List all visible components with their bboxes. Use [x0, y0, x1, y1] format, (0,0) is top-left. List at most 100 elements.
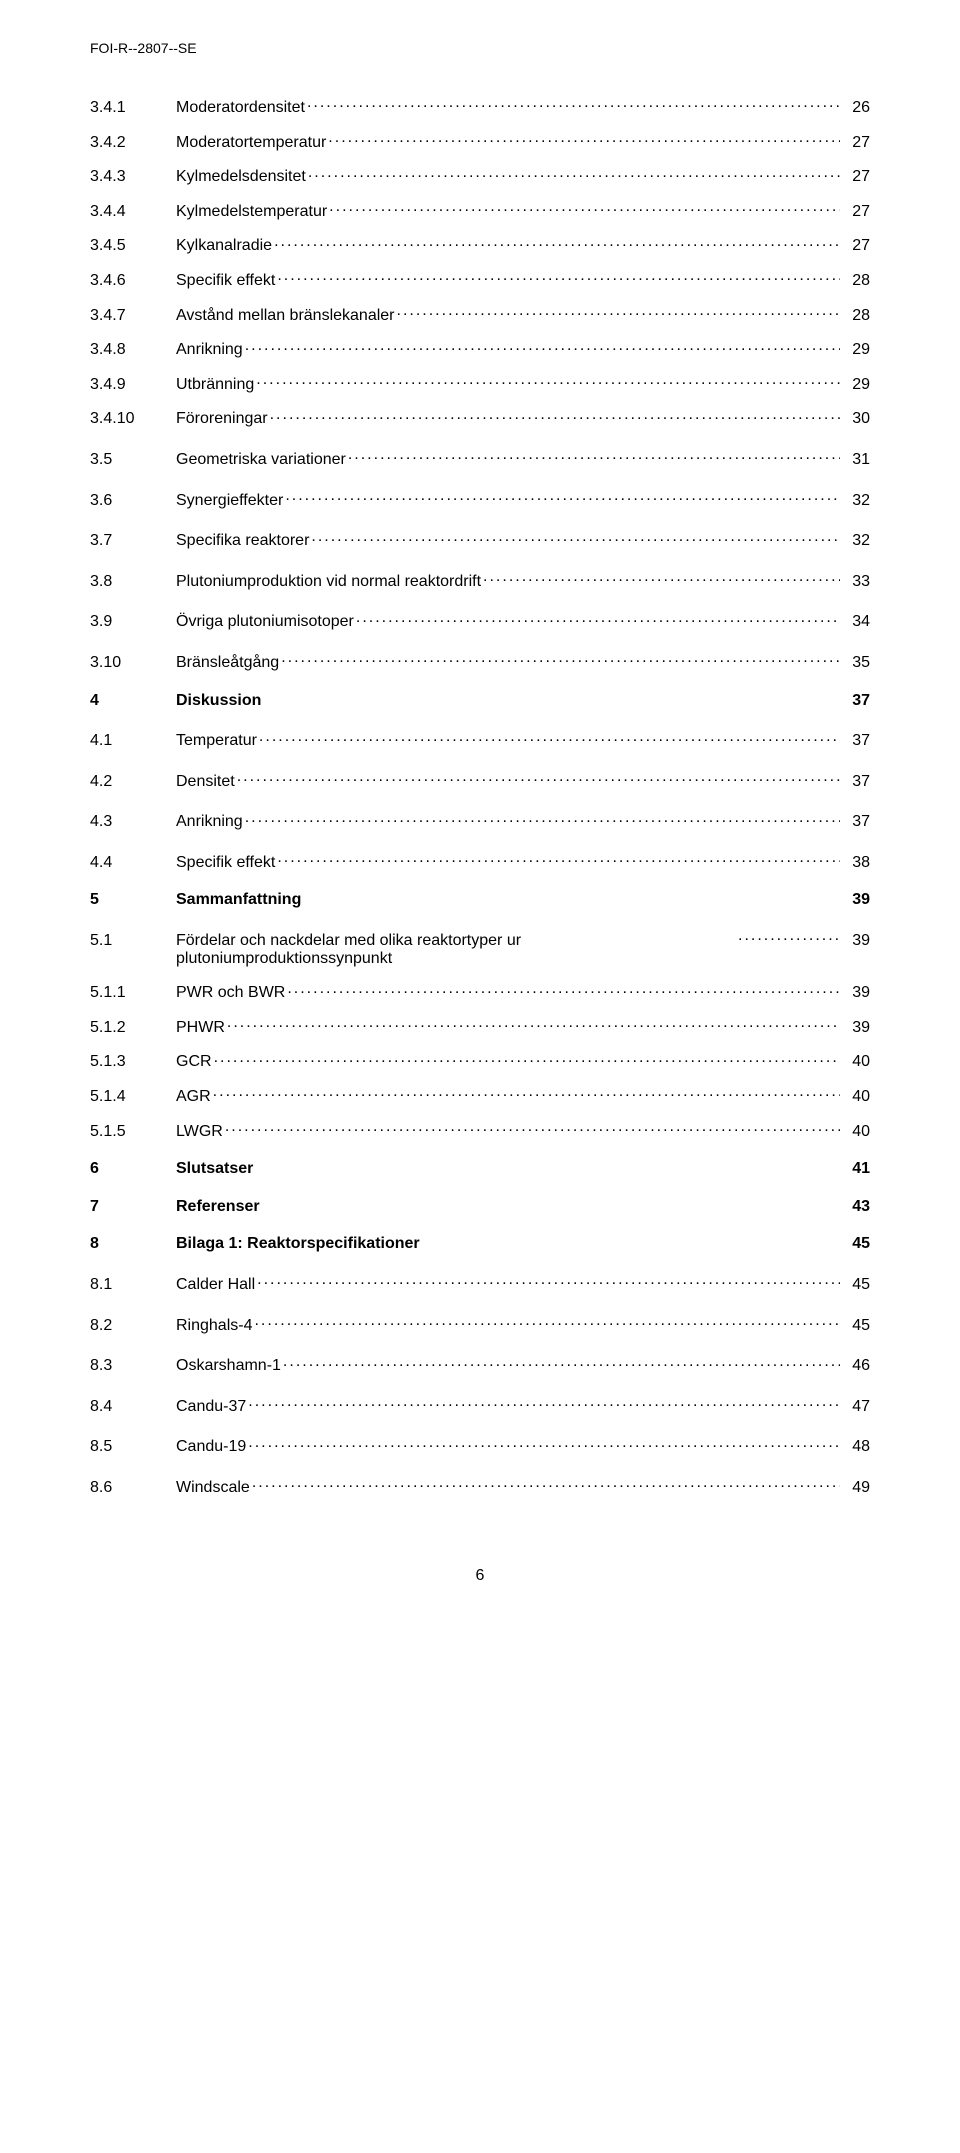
toc-number: 3.4.9 — [90, 376, 176, 394]
toc-row: 3.6Synergieffekter32 — [90, 489, 870, 510]
toc-leader-dots — [395, 304, 841, 320]
toc-title: PHWR — [176, 1019, 225, 1037]
toc-page: 31 — [840, 451, 870, 469]
toc-leader-dots — [223, 1120, 840, 1136]
toc-title: Moderatordensitet — [176, 99, 305, 117]
toc-leader-dots — [281, 1354, 840, 1370]
toc-leader-dots — [346, 448, 840, 464]
toc-row: 8.5Candu-1948 — [90, 1435, 870, 1456]
toc-page: 37 — [840, 692, 870, 710]
toc-title: Plutoniumproduktion vid normal reaktordr… — [176, 573, 481, 591]
toc-number: 3.8 — [90, 573, 176, 591]
toc-number: 3.4.7 — [90, 307, 176, 325]
toc-title: Candu-19 — [176, 1438, 246, 1456]
toc-leader-dots — [246, 1435, 840, 1451]
toc-page: 26 — [840, 99, 870, 117]
toc-leader-dots — [326, 131, 840, 147]
toc-title: Anrikning — [176, 341, 243, 359]
toc-title: GCR — [176, 1053, 212, 1071]
toc-page: 39 — [840, 1019, 870, 1037]
page-number-footer: 6 — [90, 1567, 870, 1585]
toc-number: 8.4 — [90, 1398, 176, 1416]
toc-number: 4.1 — [90, 732, 176, 750]
toc-leader-dots — [257, 729, 840, 745]
toc-leader-dots — [285, 981, 840, 997]
toc-page: 37 — [840, 813, 870, 831]
toc-number: 5.1.1 — [90, 984, 176, 1002]
toc-leader-dots — [283, 489, 840, 505]
toc-title: Moderatortemperatur — [176, 134, 326, 152]
toc-row: 3.4.5Kylkanalradie27 — [90, 234, 870, 255]
toc-number: 8.3 — [90, 1357, 176, 1375]
toc-page: 45 — [840, 1317, 870, 1335]
toc-leader-dots — [243, 810, 840, 826]
toc-row: 3.8Plutoniumproduktion vid normal reakto… — [90, 570, 870, 591]
toc-title: Kylmedelstemperatur — [176, 203, 327, 221]
toc-leader-dots — [275, 851, 840, 867]
toc-leader-dots — [306, 165, 840, 181]
toc-leader-dots — [235, 770, 840, 786]
toc-leader-dots — [250, 1476, 840, 1492]
toc-number: 3.7 — [90, 532, 176, 550]
toc-row: 8.1Calder Hall45 — [90, 1273, 870, 1294]
toc-page: 46 — [840, 1357, 870, 1375]
toc-number: 8.2 — [90, 1317, 176, 1335]
toc-row: 3.4.10Föroreningar30 — [90, 407, 870, 428]
toc-title: Föroreningar — [176, 410, 268, 428]
toc-title: Synergieffekter — [176, 492, 283, 510]
toc-row: 5.1.1PWR och BWR39 — [90, 981, 870, 1002]
toc-title: Specifika reaktorer — [176, 532, 309, 550]
toc-page: 39 — [840, 932, 870, 950]
toc-number: 8.6 — [90, 1479, 176, 1497]
toc-number: 3.4.1 — [90, 99, 176, 117]
toc-number: 4.4 — [90, 854, 176, 872]
toc-number: 6 — [90, 1160, 176, 1178]
toc-page: 41 — [840, 1160, 870, 1178]
toc-row: 3.4.3Kylmedelsdensitet27 — [90, 165, 870, 186]
toc-number: 5.1.5 — [90, 1123, 176, 1141]
toc-number: 3.4.2 — [90, 134, 176, 152]
toc-title: Ringhals-4 — [176, 1317, 252, 1335]
toc-number: 7 — [90, 1198, 176, 1216]
toc-number: 5.1.3 — [90, 1053, 176, 1071]
toc-page: 29 — [840, 341, 870, 359]
toc-leader-dots — [272, 234, 840, 250]
toc-page: 35 — [840, 654, 870, 672]
toc-leader-dots — [481, 570, 840, 586]
toc-title: Kylkanalradie — [176, 237, 272, 255]
toc-title: Diskussion — [176, 692, 261, 710]
toc-leader-dots — [246, 1395, 840, 1411]
toc-title: Densitet — [176, 773, 235, 791]
toc-number: 3.5 — [90, 451, 176, 469]
toc-number: 5.1.4 — [90, 1088, 176, 1106]
toc-page: 27 — [840, 168, 870, 186]
toc-row: 3.4.9Utbränning29 — [90, 373, 870, 394]
toc-leader-dots — [254, 373, 840, 389]
toc-page: 34 — [840, 613, 870, 631]
toc-leader-dots — [225, 1016, 840, 1032]
toc-row: 4.1Temperatur37 — [90, 729, 870, 750]
toc-row: 3.10Bränsleåtgång35 — [90, 651, 870, 672]
toc-number: 5.1 — [90, 932, 176, 950]
toc-row: 3.4.6Specifik effekt28 — [90, 269, 870, 290]
toc-row: 5.1.5LWGR40 — [90, 1120, 870, 1141]
toc-number: 3.9 — [90, 613, 176, 631]
toc-title: Fördelar och nackdelar med olika reaktor… — [176, 932, 736, 967]
toc-leader-dots — [354, 610, 840, 626]
toc-number: 3.10 — [90, 654, 176, 672]
toc-leader-dots — [268, 407, 840, 423]
doc-header: FOI-R--2807--SE — [90, 40, 870, 56]
toc-title: LWGR — [176, 1123, 223, 1141]
toc-number: 3.6 — [90, 492, 176, 510]
toc-title: Slutsatser — [176, 1160, 253, 1178]
toc-row: 5.1.2PHWR39 — [90, 1016, 870, 1037]
toc-title: Temperatur — [176, 732, 257, 750]
toc-leader-dots — [212, 1050, 840, 1066]
toc-row: 5.1.4AGR40 — [90, 1085, 870, 1106]
toc-page: 27 — [840, 134, 870, 152]
toc-leader-dots — [275, 269, 840, 285]
toc-page: 40 — [840, 1088, 870, 1106]
toc-page: 27 — [840, 237, 870, 255]
toc-page: 48 — [840, 1438, 870, 1456]
toc-title: Geometriska variationer — [176, 451, 346, 469]
